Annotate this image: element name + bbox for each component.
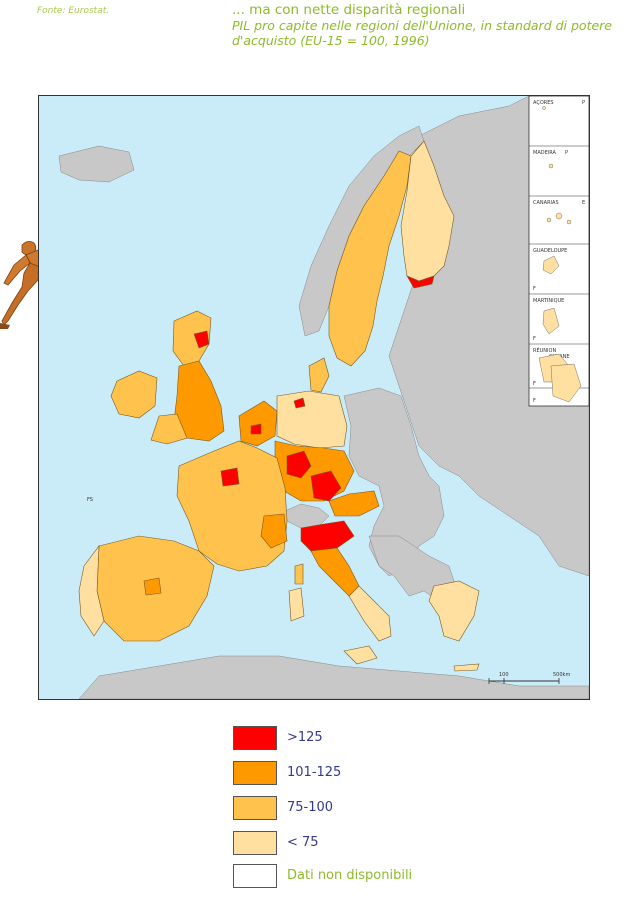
inset-acores-code: P <box>582 100 585 106</box>
region-bavaria <box>310 470 342 502</box>
legend-swatch <box>233 831 277 855</box>
legend-swatch <box>233 726 277 750</box>
scale-bar: 100 500km <box>488 672 570 684</box>
legend-item-75-100: 75-100 <box>233 796 493 822</box>
inset-martinique-label: MARTINIQUE <box>533 298 564 304</box>
region-south-italy <box>348 585 392 642</box>
source-label: Fonte: <box>37 6 66 16</box>
europe-map: AÇORES MADEIRA CANARIAS GUADELOUPE MARTI… <box>38 95 590 700</box>
region-scotland <box>172 310 212 367</box>
region-north-italy <box>300 520 355 552</box>
region-hessen <box>286 450 312 479</box>
fs-label: FS <box>87 497 93 503</box>
region-rhone-alpes <box>260 513 288 549</box>
inset-madeira-code: P <box>565 150 568 156</box>
region-benelux <box>238 400 278 447</box>
legend-item-101-125: 101-125 <box>233 761 493 787</box>
region-austria <box>328 490 380 517</box>
inset-canarias-code: E <box>582 200 585 206</box>
region-greece <box>428 580 480 642</box>
region-wales-cornwall <box>150 413 188 445</box>
inset-reunion-code: F <box>533 381 536 387</box>
region-sardinia <box>288 587 305 622</box>
legend-label: 75-100 <box>287 800 334 815</box>
region-corsica <box>294 563 304 585</box>
inset-guyane-code: F <box>533 398 536 404</box>
region-helsinki <box>406 275 435 289</box>
legend-item-lt75: < 75 <box>233 831 493 857</box>
scale-label-mid: 100 <box>499 672 509 678</box>
non-eu-iceland <box>58 145 135 183</box>
region-sicily <box>343 645 378 665</box>
inset-canarias-label: CANARIAS <box>533 200 559 206</box>
insets-panel: AÇORES MADEIRA CANARIAS GUADELOUPE MARTI… <box>528 96 589 407</box>
region-brussels <box>250 423 262 435</box>
title-block: ... ma con nette disparità regionali PIL… <box>232 2 637 48</box>
page-title: ... ma con nette disparità regionali <box>232 2 466 18</box>
legend-swatch <box>233 761 277 785</box>
region-crete <box>453 663 480 672</box>
region-sweden <box>328 150 412 367</box>
region-ile-de-france <box>220 467 240 487</box>
legend-item-gt125: >125 <box>233 726 493 752</box>
inset-acores-label: AÇORES <box>533 100 554 106</box>
legend-label: Dati non disponibili <box>287 868 413 883</box>
non-eu-north-africa <box>78 655 589 699</box>
region-aberdeen <box>193 330 210 349</box>
legend-swatch <box>233 796 277 820</box>
source-text: Eurostat. <box>68 6 110 16</box>
region-england <box>173 360 225 442</box>
legend-label: >125 <box>287 730 323 745</box>
region-denmark <box>308 357 330 393</box>
region-finland <box>400 140 455 282</box>
inset-guadeloupe-label: GUADELOUPE <box>533 248 567 254</box>
region-ireland <box>110 370 158 419</box>
source-note: Fonte: Eurostat. <box>37 6 109 16</box>
scale-label-end: 500km <box>553 672 570 678</box>
legend-swatch <box>233 864 277 888</box>
page-subtitle: PIL pro capite nelle regioni dell'Unione… <box>232 18 612 48</box>
inset-guadeloupe-code: F <box>533 286 536 292</box>
inset-madeira-label: MADEIRA <box>533 150 556 156</box>
legend-label: 101-125 <box>287 765 342 780</box>
region-portugal <box>78 545 105 637</box>
inset-martinique-code: F <box>533 336 536 342</box>
legend-label: < 75 <box>287 835 319 850</box>
legend-item-na: Dati non disponibili <box>233 864 493 890</box>
region-germany-north <box>276 390 348 449</box>
region-france <box>176 440 288 572</box>
region-hamburg <box>293 397 306 409</box>
region-madrid <box>143 577 162 596</box>
inset-reunion-label: RÉUNION <box>533 346 556 354</box>
non-eu-switzerland <box>284 503 330 529</box>
